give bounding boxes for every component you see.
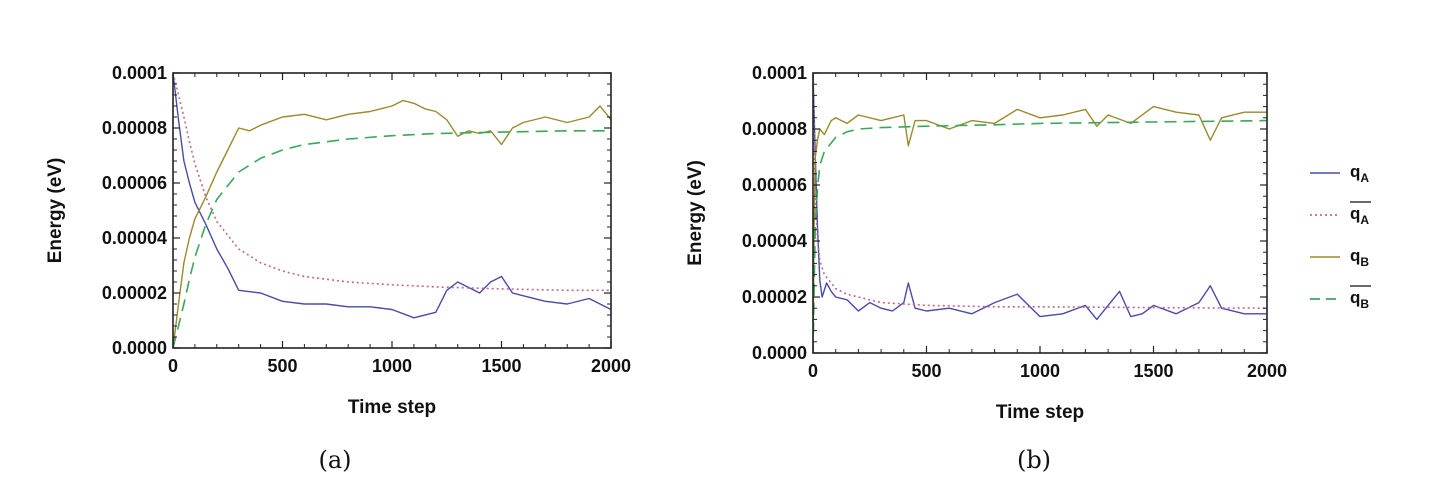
legend-label: qA (1350, 162, 1369, 185)
y-tick-label: 0.0001 (112, 63, 167, 83)
y-tick-label: 0.00008 (742, 119, 807, 139)
y-axis-title: Energy (eV) (685, 160, 706, 266)
series-line-qB-mean (173, 130, 611, 348)
legend-label-main: q (1350, 162, 1360, 181)
x-tick-label: 1500 (481, 356, 521, 376)
x-tick-label: 1000 (372, 356, 412, 376)
series-line-qA-mean (173, 73, 611, 292)
series-line-qB (173, 99, 611, 348)
legend-label-main: q (1350, 288, 1360, 307)
x-axis-title: Time step (996, 402, 1084, 423)
x-tick-label: 500 (267, 356, 297, 376)
legend-label-main: q (1350, 204, 1360, 223)
y-tick-label: 0.00002 (742, 287, 807, 307)
x-tick-label: 0 (168, 356, 178, 376)
series-line-qA (813, 73, 1267, 321)
x-tick-label: 1500 (1133, 361, 1173, 381)
y-tick-label: 0.0001 (752, 63, 807, 83)
legend-item-qB: qB (1310, 246, 1369, 269)
legend-item-qB-mean: qB (1310, 285, 1371, 311)
legend-label-main: q (1350, 246, 1360, 265)
legend-item-qA: qA (1310, 162, 1369, 185)
legend-label: qB (1350, 288, 1369, 311)
series-line-qA-mean (813, 73, 1267, 310)
y-axis-title: Energy (eV) (45, 158, 66, 264)
legend-label: qB (1350, 246, 1369, 269)
panel-label: (b) (1017, 446, 1051, 474)
legend-label-sub: A (1360, 171, 1369, 185)
legend-label: qA (1350, 204, 1369, 227)
legend-label-sub: B (1360, 255, 1369, 269)
y-tick-label: 0.00006 (102, 173, 167, 193)
series-line-qB-mean (813, 119, 1267, 353)
legend-label-sub: B (1360, 297, 1369, 311)
y-tick-label: 0.00004 (742, 231, 807, 251)
x-tick-label: 2000 (591, 356, 631, 376)
panel-label: (a) (318, 446, 351, 474)
series-group (813, 73, 1267, 353)
y-tick-label: 0.0000 (112, 338, 167, 358)
y-tick-label: 0.00008 (102, 118, 167, 138)
y-tick-label: 0.00004 (102, 228, 167, 248)
legend-item-qA-mean: qA (1310, 201, 1371, 227)
x-tick-label: 2000 (1247, 361, 1287, 381)
y-tick-label: 0.00006 (742, 175, 807, 195)
series-line-qA (173, 73, 611, 319)
plot-frame (172, 72, 612, 349)
x-tick-label: 500 (911, 361, 941, 381)
panel-a-chart: 0 500 1000 1500 2000 0.0000 0.00002 0.00004 0.00… (45, 63, 631, 474)
x-tick-label: 1000 (1020, 361, 1060, 381)
series-group (173, 73, 611, 348)
x-tick-label: 0 (808, 361, 818, 381)
y-tick-label: 0.0000 (752, 343, 807, 363)
y-tick-label: 0.00002 (102, 283, 167, 303)
x-axis-title: Time step (348, 397, 436, 418)
panel-b-chart: 0 500 1000 1500 2000 0.0000 0.00002 0.00004 0.00… (685, 63, 1287, 474)
legend-label-sub: A (1360, 213, 1369, 227)
